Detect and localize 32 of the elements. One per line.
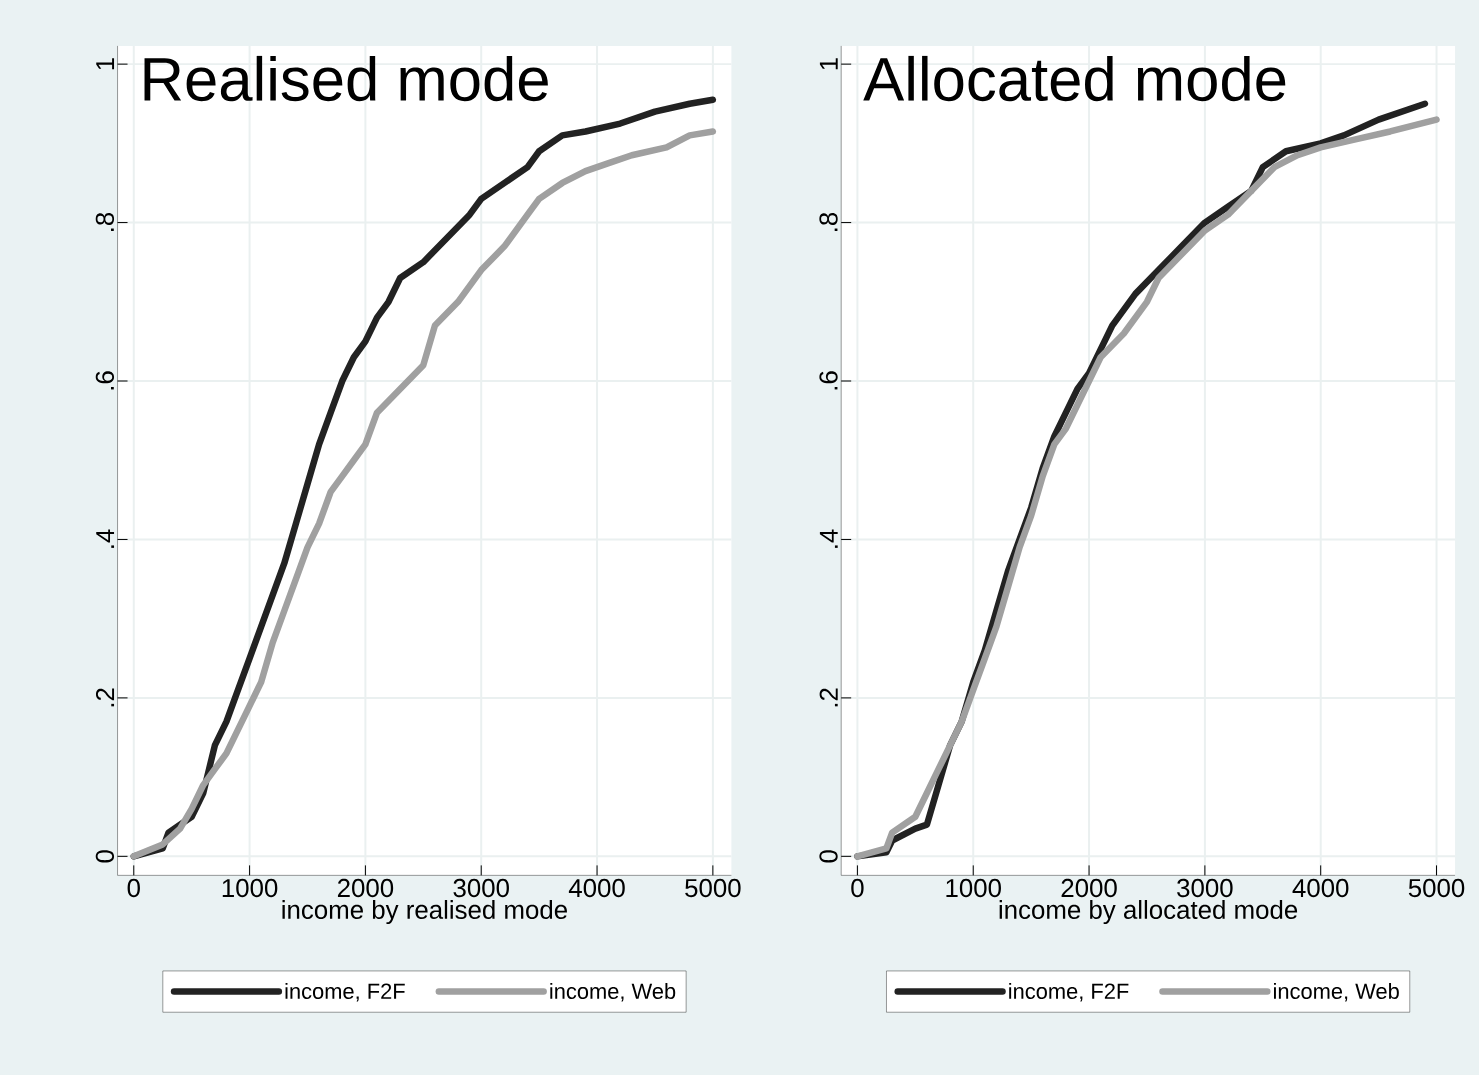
chart-title: Allocated mode — [863, 55, 1286, 102]
x-tick-label: 0 — [851, 878, 864, 898]
x-tick-label: 5000 — [1408, 878, 1465, 898]
y-tick-label: .2 — [95, 688, 115, 707]
x-tick-label: 4000 — [568, 878, 625, 898]
y-tick-label: .2 — [819, 688, 838, 707]
x-tick-label: 2000 — [337, 878, 394, 898]
x-tick-label: 2000 — [1061, 878, 1117, 898]
y-tick-label: .8 — [819, 212, 838, 231]
y-tick-label: .4 — [819, 529, 838, 548]
x-tick-label: 0 — [127, 878, 140, 898]
x-tick-label: 5000 — [685, 878, 741, 898]
y-tick-label: .8 — [95, 212, 115, 231]
legend-label: income, Web — [550, 982, 676, 1002]
legend-label: income, F2F — [1009, 982, 1129, 1002]
x-tick-label: 1000 — [946, 878, 1001, 898]
x-axis-title: income by allocated mode — [999, 900, 1298, 925]
y-tick-label: 1 — [819, 58, 838, 70]
x-axis-title: income by realised mode — [282, 900, 567, 925]
y-tick-label: 1 — [96, 58, 115, 70]
x-tick-label: 3000 — [453, 878, 509, 898]
chart-title: Realised mode — [144, 55, 548, 102]
y-tick-label: .6 — [819, 371, 838, 390]
y-tick-label: 0 — [819, 850, 838, 863]
y-tick-label: .4 — [96, 529, 115, 548]
y-tick-label: .6 — [95, 371, 115, 390]
y-tick-label: 0 — [95, 850, 115, 863]
legend-label: income, F2F — [285, 982, 405, 1002]
legend-label: income, Web — [1274, 982, 1399, 1002]
x-tick-label: 4000 — [1292, 878, 1349, 898]
x-tick-label: 3000 — [1177, 878, 1233, 898]
x-tick-label: 1000 — [222, 878, 278, 898]
